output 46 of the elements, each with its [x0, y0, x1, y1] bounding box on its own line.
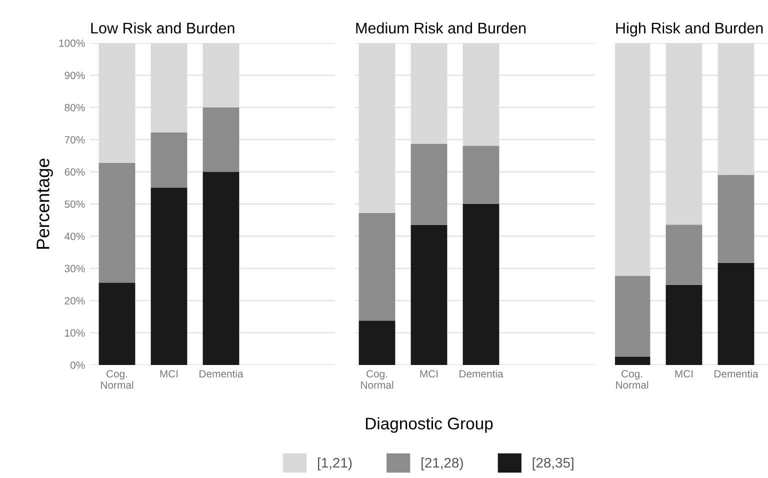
bar	[98, 282, 136, 365]
bar	[202, 172, 240, 365]
x-tick-label: MCI	[420, 370, 438, 378]
y-tick-label: 50%	[64, 200, 85, 208]
chart-title: High Risk and Burden	[616, 22, 763, 37]
y-tick-label: 80%	[64, 104, 85, 112]
x-axis-title: Diagnostic Group	[366, 417, 493, 433]
y-tick-label: 70%	[64, 136, 85, 144]
bar	[150, 132, 188, 188]
legend-label: [21,28)	[422, 457, 463, 470]
bar	[98, 162, 136, 283]
bar	[202, 107, 240, 172]
bar	[410, 224, 448, 365]
bar	[666, 284, 702, 365]
y-axis-title: Percentage	[36, 158, 53, 249]
x-tick-label: MCI	[160, 370, 178, 378]
y-tick-label: 0%	[70, 362, 85, 369]
x-tick-label: Dementia	[714, 370, 758, 378]
legend-label: [1,21)	[318, 457, 352, 470]
y-tick-label: 40%	[64, 232, 85, 240]
bar	[718, 175, 754, 263]
y-tick-label: 30%	[64, 264, 85, 272]
y-tick-label: 20%	[64, 297, 85, 304]
legend-label: [28,35]	[532, 457, 574, 470]
bar	[615, 356, 650, 365]
x-tick-label: Cog. Normal	[361, 370, 394, 389]
chart-title: Low Risk and Burden	[91, 22, 234, 34]
bar	[462, 146, 500, 204]
y-tick-label: 90%	[64, 72, 85, 80]
y-tick-label: 60%	[64, 168, 85, 176]
bar	[358, 320, 396, 365]
x-tick-label: MCI	[675, 370, 693, 378]
bar	[666, 224, 702, 285]
bar	[462, 204, 500, 365]
chart-title: Medium Risk and Burden	[356, 22, 526, 34]
y-tick-label: 10%	[65, 329, 85, 337]
x-tick-label: Dementia	[460, 370, 504, 378]
y-tick-label: 100%	[59, 40, 85, 47]
bar	[615, 276, 650, 357]
bar	[718, 262, 754, 365]
bar	[410, 144, 448, 225]
x-tick-label: Cog. Normal	[616, 370, 648, 389]
bar	[150, 188, 188, 365]
x-tick-label: Dementia	[200, 370, 244, 378]
bar	[358, 213, 396, 321]
x-tick-label: Cog. Normal	[101, 370, 134, 389]
